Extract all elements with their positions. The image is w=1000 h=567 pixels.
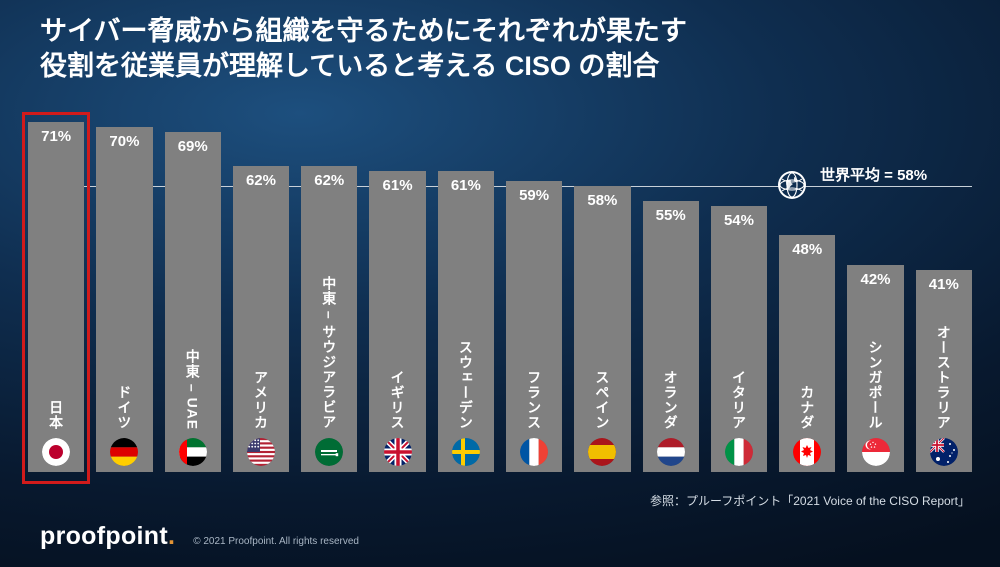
bar-column: 62% 中東 – サウジアラビア — [301, 122, 357, 472]
title-line-1: サイバー脅威から組織を守るためにそれぞれが果たす — [40, 14, 970, 49]
bar: 42% シンガポール — [847, 265, 903, 472]
bar-value: 61% — [438, 177, 494, 194]
bar: 41% オーストラリア — [916, 270, 972, 472]
bar-column: 69% 中東 – UAE — [165, 122, 221, 472]
bar-label: フランス — [524, 370, 544, 430]
bar: 48% カナダ — [779, 235, 835, 472]
bar-value: 41% — [916, 276, 972, 293]
bar-column: 42% シンガポール — [847, 122, 903, 472]
bar-label: イギリス — [388, 370, 408, 430]
flag-icon — [247, 438, 275, 466]
flag-icon — [42, 438, 70, 466]
flag-icon — [793, 438, 821, 466]
bar-value: 69% — [165, 138, 221, 155]
bar: 61% スウェーデン — [438, 171, 494, 472]
bar-column: 54% イタリア — [711, 122, 767, 472]
bar: 61% イギリス — [369, 171, 425, 472]
bar: 54% イタリア — [711, 206, 767, 472]
bar: 62% 中東 – サウジアラビア — [301, 166, 357, 472]
bar-value: 71% — [28, 128, 84, 145]
flag-icon — [315, 438, 343, 466]
title-line-2: 役割を従業員が理解していると考える CISO の割合 — [40, 49, 970, 84]
slide-title: サイバー脅威から組織を守るためにそれぞれが果たす 役割を従業員が理解していると考… — [40, 14, 970, 83]
bar-column: 59% フランス — [506, 122, 562, 472]
flag-icon — [179, 438, 207, 466]
source-citation: 参照：プルーフポイント「2021 Voice of the CISO Repor… — [650, 492, 970, 509]
bar-value: 61% — [369, 177, 425, 194]
bar-value: 55% — [643, 207, 699, 224]
bar-value: 70% — [96, 133, 152, 150]
bar-value: 54% — [711, 212, 767, 229]
bar-column: 61% イギリス — [369, 122, 425, 472]
flag-icon — [588, 438, 616, 466]
bar: 58% スペイン — [574, 186, 630, 472]
bar-label: 中東 – UAE — [183, 349, 203, 430]
flag-icon — [384, 438, 412, 466]
copyright-text: © 2021 Proofpoint. All rights reserved — [193, 536, 359, 547]
bar-label: スペイン — [592, 370, 612, 430]
brand-logo: proofpoint. — [40, 522, 175, 551]
footer: proofpoint. © 2021 Proofpoint. All right… — [40, 522, 359, 551]
flag-icon — [930, 438, 958, 466]
bar-label: オランダ — [661, 370, 681, 430]
bar-column: 55% オランダ — [643, 122, 699, 472]
bar-column: 62% アメリカ — [233, 122, 289, 472]
bar: 62% アメリカ — [233, 166, 289, 472]
bar-label: スウェーデン — [456, 340, 476, 430]
bar-label: イタリア — [729, 370, 749, 430]
bar-column: 48% カナダ — [779, 122, 835, 472]
bar: 70% ドイツ — [96, 127, 152, 472]
bar-label: 日本 — [46, 400, 66, 430]
bars-container: 71% 日本 70% ドイツ 69% 中東 – UAE 62% アメリカ 62% 中東 – サウジ… — [28, 122, 972, 472]
bar-label: 中東 – サウジアラビア — [319, 276, 339, 430]
bar-value: 62% — [301, 172, 357, 189]
bar-chart: 世界平均 = 58% 71%日本70%ドイツ69%中東 – UAE62%アメリカ… — [28, 122, 972, 472]
bar: 71% 日本 — [28, 122, 84, 472]
bar-label: シンガポール — [866, 340, 886, 430]
bar: 59% フランス — [506, 181, 562, 472]
flag-icon — [657, 438, 685, 466]
bar-value: 58% — [574, 192, 630, 209]
bar-label: オーストラリア — [934, 325, 954, 430]
brand-text: proofpoint — [40, 522, 168, 550]
bar-column: 70% ドイツ — [96, 122, 152, 472]
bar-label: ドイツ — [114, 385, 134, 430]
bar-label: アメリカ — [251, 370, 271, 430]
bar-value: 62% — [233, 172, 289, 189]
bar-column: 61% スウェーデン — [438, 122, 494, 472]
bar: 69% 中東 – UAE — [165, 132, 221, 472]
flag-icon — [520, 438, 548, 466]
bar-value: 48% — [779, 241, 835, 258]
flag-icon — [725, 438, 753, 466]
bar: 55% オランダ — [643, 201, 699, 472]
brand-dot: . — [168, 522, 175, 550]
bar-value: 42% — [847, 271, 903, 288]
bar-column: 71% 日本 — [28, 122, 84, 472]
flag-icon — [452, 438, 480, 466]
bar-value: 59% — [506, 187, 562, 204]
bar-column: 58% スペイン — [574, 122, 630, 472]
flag-icon — [862, 438, 890, 466]
bar-label: カナダ — [797, 385, 817, 430]
bar-column: 41% オーストラリア — [916, 122, 972, 472]
flag-icon — [110, 438, 138, 466]
